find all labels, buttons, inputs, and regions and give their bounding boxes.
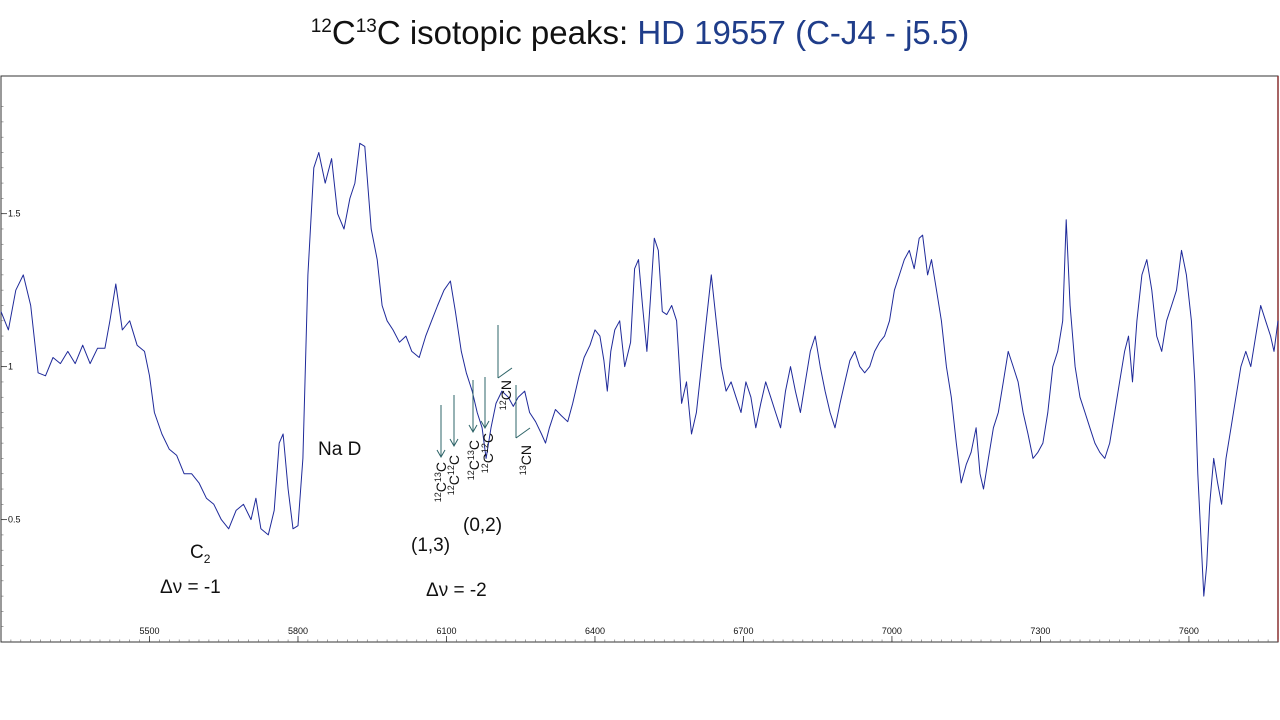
isotope-label: 12CN <box>498 380 514 410</box>
isotope-mass-1: 12 <box>480 463 490 473</box>
isotope-label: 12C12C <box>480 433 496 473</box>
y-minor-ticks <box>1 106 4 628</box>
y-tick-label: 0.5 <box>8 515 21 525</box>
isotope-element-1: C <box>480 453 496 463</box>
x-tick-label: 7000 <box>882 626 902 636</box>
band-1-3-label: (1,3) <box>411 535 450 556</box>
isotope-mass-1: 12 <box>446 485 456 495</box>
isotope-element-1: C <box>433 482 449 492</box>
title-part-0: 12 <box>310 16 332 37</box>
title-part-1: C <box>331 14 356 51</box>
x-tick-label: 5800 <box>288 626 308 636</box>
c2-label-sub: 2 <box>204 552 211 566</box>
isotope-label: 12C12C <box>446 455 462 495</box>
isotope-mass-2: 13 <box>466 450 476 460</box>
molecule-arrow-head <box>497 367 513 379</box>
x-tick-label: 5500 <box>139 626 159 636</box>
series-line <box>0 142 1279 597</box>
chart-title: 12C13C isotopic peaks: HD 19557 (C-J4 - … <box>0 14 1280 52</box>
isotope-mass-2: 12 <box>480 443 490 453</box>
isotope-element-2: C <box>466 440 482 450</box>
isotope-label: 12C13C <box>466 440 482 480</box>
isotope-element-1: CN <box>518 445 534 465</box>
band-0-2-label: (0,2) <box>463 515 502 536</box>
isotope-element-1: C <box>446 475 462 485</box>
molecule-arrow-head <box>449 438 459 448</box>
molecule-arrow-head <box>480 420 490 430</box>
x-axis-ticks: 5500 5800 6100 6400 6700 7000 7300 7600 <box>139 626 1199 642</box>
delta-v-minus-2-label: Δν = -2 <box>426 580 487 601</box>
isotope-mass-2: 12 <box>446 465 456 475</box>
x-tick-label: 6400 <box>585 626 605 636</box>
isotope-element-1: C <box>466 460 482 470</box>
molecule-arrow-head <box>468 424 478 434</box>
title-star-name: HD 19557 (C-J4 - j5.5) <box>637 14 970 51</box>
title-part-2: 13 <box>355 16 377 37</box>
y-tick-label: 1.5 <box>8 209 21 219</box>
isotope-element-2: C <box>446 455 462 465</box>
isotope-element-2: C <box>433 462 449 472</box>
y-tick-label: 1 <box>8 362 13 372</box>
x-tick-label: 7300 <box>1030 626 1050 636</box>
y-axis-ticks: 0.5 1 1.5 <box>1 209 21 525</box>
x-tick-label: 6100 <box>436 626 456 636</box>
isotope-element-2: C <box>480 433 496 443</box>
isotope-element-1: CN <box>498 380 514 400</box>
title-part-3: C isotopic peaks: <box>376 14 638 51</box>
isotope-mass-2: 13 <box>433 472 443 482</box>
isotope-mass-1: 12 <box>498 400 508 410</box>
nad-label: Na D <box>318 439 361 460</box>
c2-label: C2 <box>190 542 211 566</box>
c2-delta-v-label: Δν = -1 <box>160 577 221 598</box>
c2-label-main: C <box>190 542 204 563</box>
x-tick-label: 7600 <box>1179 626 1199 636</box>
molecule-arrow-head <box>436 449 446 459</box>
isotope-mass-1: 12 <box>466 470 476 480</box>
x-tick-label: 6700 <box>733 626 753 636</box>
isotope-label: 13CN <box>518 445 534 475</box>
isotope-label: 12C13C <box>433 462 449 502</box>
series-group <box>0 142 1279 597</box>
isotope-mass-1: 12 <box>433 492 443 502</box>
molecule-arrow-head <box>515 427 531 439</box>
isotope-mass-1: 13 <box>518 465 528 475</box>
